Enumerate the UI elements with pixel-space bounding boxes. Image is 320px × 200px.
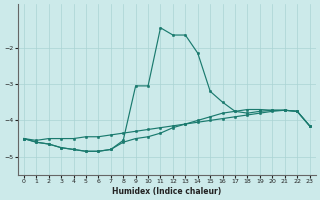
X-axis label: Humidex (Indice chaleur): Humidex (Indice chaleur) xyxy=(112,187,221,196)
